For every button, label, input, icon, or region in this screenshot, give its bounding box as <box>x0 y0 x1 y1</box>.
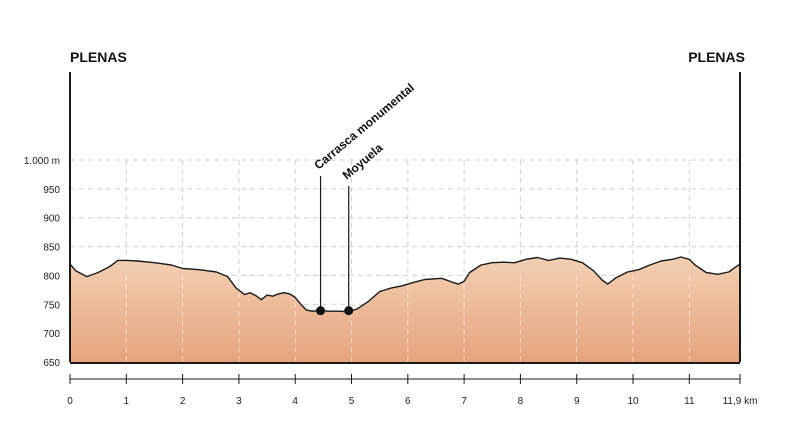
x-tick-label: 11 <box>684 396 695 407</box>
y-tick-label: 950 <box>43 185 60 196</box>
end-label: PLENAS <box>688 49 745 65</box>
poi-marker <box>344 306 354 316</box>
x-tick-label: 2 <box>180 396 186 407</box>
x-tick-label: 6 <box>405 396 411 407</box>
x-tick-label: 5 <box>349 396 355 407</box>
y-tick-label: 1.000 m <box>24 156 60 167</box>
x-tick-label: 11,9 km <box>723 396 758 407</box>
elevation-area <box>69 256 741 362</box>
axes: 0 1 2 3 4 5 6 7 8 9 10 11 11,9 km 650 700 750 800 850 900 9… <box>24 72 758 407</box>
start-label: PLENAS <box>70 49 127 65</box>
y-tick-label: 650 <box>43 358 60 369</box>
x-tick-label: 8 <box>518 396 524 407</box>
y-tick-label: 850 <box>43 243 60 254</box>
y-tick-label: 750 <box>43 300 60 311</box>
x-tick-label: 1 <box>124 396 130 407</box>
profile-fill <box>70 257 740 362</box>
y-tick-label: 800 <box>43 271 60 282</box>
x-tick-label: 3 <box>236 396 242 407</box>
poi-marker <box>316 306 326 316</box>
x-tick-label: 7 <box>461 396 467 407</box>
x-tick-label: 0 <box>67 396 73 407</box>
profile-line <box>69 256 741 313</box>
x-tick-label: 9 <box>574 396 580 407</box>
y-tick-label: 700 <box>43 329 60 340</box>
y-tick-label: 900 <box>43 214 60 225</box>
x-tick-label: 10 <box>627 396 639 407</box>
x-tick-label: 4 <box>292 396 298 407</box>
